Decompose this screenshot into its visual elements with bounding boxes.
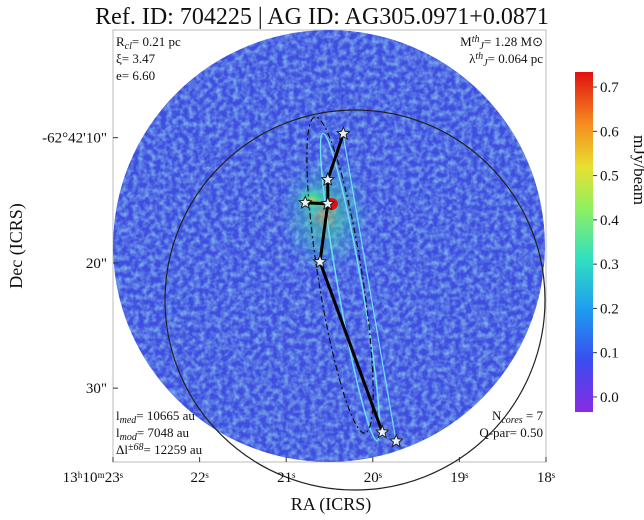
y-axis-label: Dec (ICRS) bbox=[6, 203, 27, 288]
beam-circle bbox=[164, 109, 546, 491]
core-marker bbox=[335, 125, 351, 140]
annotation-part: e= 6.60 bbox=[116, 68, 155, 83]
annotation: e= 6.60 bbox=[116, 68, 155, 83]
annotation-part: M bbox=[460, 34, 472, 49]
x-tick-label: 13ʰ10ᵐ23ˢ bbox=[63, 470, 123, 486]
core-marker bbox=[312, 254, 328, 269]
annotation-part: ±68 bbox=[128, 442, 144, 453]
y-tick-label: 30" bbox=[86, 381, 107, 397]
colorbar-tick-label: 0.2 bbox=[600, 301, 619, 317]
annotation-part: Δl bbox=[116, 442, 128, 457]
annotation: MthJ= 1.28 M⊙ bbox=[460, 34, 543, 52]
annotation-part: = 10665 au bbox=[136, 408, 195, 423]
core-marker bbox=[297, 195, 313, 210]
annotation: Ncores = 7 bbox=[492, 408, 544, 426]
x-tick-label: 20ˢ bbox=[364, 470, 382, 486]
annotation-part: l bbox=[116, 408, 120, 423]
annotation-part: J bbox=[483, 58, 488, 69]
colorbar-tick-label: 0.6 bbox=[600, 124, 619, 140]
annotation-part: l bbox=[116, 425, 120, 440]
sky-image bbox=[113, 30, 545, 462]
colorbar-tick-label: 0.0 bbox=[600, 390, 619, 406]
annotation-part: = 12259 au bbox=[143, 442, 202, 457]
annotation-part: th bbox=[472, 34, 480, 45]
annotation-part: R bbox=[116, 34, 125, 49]
y-tick-label: -62°42'10" bbox=[42, 131, 107, 147]
x-tick-label: 21ˢ bbox=[277, 470, 295, 486]
x-tick-label: 19ˢ bbox=[450, 470, 468, 486]
annotation-part: = 0.21 pc bbox=[132, 34, 181, 49]
colorbar-tick-label: 0.3 bbox=[600, 257, 619, 273]
colorbar-label: mJy/beam bbox=[630, 135, 644, 205]
annotation: Δl±68= 12259 au bbox=[116, 442, 203, 457]
colorbar-tick-label: 0.4 bbox=[600, 213, 619, 229]
annotation-part: J bbox=[480, 41, 485, 52]
fit-ellipse bbox=[319, 132, 381, 442]
colorbar-tick-label: 0.5 bbox=[600, 169, 619, 185]
annotation-part: λ bbox=[469, 51, 476, 66]
annotation: Rcl= 0.21 pc bbox=[116, 34, 181, 52]
annotation-part: N bbox=[492, 408, 502, 423]
annotation-part: med bbox=[120, 415, 138, 426]
annotation-part: Q-par= 0.50 bbox=[479, 425, 543, 440]
fit-ellipse bbox=[306, 116, 374, 434]
annotation-part: cores bbox=[501, 415, 522, 426]
y-tick-label: 20" bbox=[86, 256, 107, 272]
annotation: λthJ= 0.064 pc bbox=[469, 51, 543, 69]
x-tick-label: 22ˢ bbox=[191, 470, 209, 486]
annotation-part: ξ= 3.47 bbox=[116, 51, 156, 66]
annotation: lmod= 7048 au bbox=[116, 425, 189, 443]
chart-title: Ref. ID: 704225 | AG ID: AG305.0971+0.08… bbox=[95, 4, 549, 30]
core-marker bbox=[320, 172, 336, 187]
colorbar-tick-label: 0.1 bbox=[600, 346, 619, 362]
annotation: Q-par= 0.50 bbox=[479, 425, 543, 440]
axis-line bbox=[342, 133, 397, 442]
annotation-part: mod bbox=[120, 432, 138, 443]
colorbar-tick-label: 0.7 bbox=[600, 80, 619, 96]
core-marker bbox=[388, 433, 404, 448]
annotation-part: = 1.28 M⊙ bbox=[484, 34, 543, 49]
core-marker bbox=[374, 424, 390, 439]
annotation-part: = 0.064 pc bbox=[488, 51, 544, 66]
annotation-part: = 7 bbox=[523, 408, 544, 423]
annotation: ξ= 3.47 bbox=[116, 51, 156, 66]
x-tick-label: 18ˢ bbox=[537, 470, 555, 486]
annotation-part: cl bbox=[125, 41, 132, 52]
colorbar bbox=[575, 72, 593, 412]
core-marker bbox=[320, 196, 336, 211]
annotation: lmed= 10665 au bbox=[116, 408, 195, 426]
annotation-part: = 7048 au bbox=[137, 425, 190, 440]
x-axis-label: RA (ICRS) bbox=[291, 494, 372, 515]
annotation-part: th bbox=[475, 51, 483, 62]
